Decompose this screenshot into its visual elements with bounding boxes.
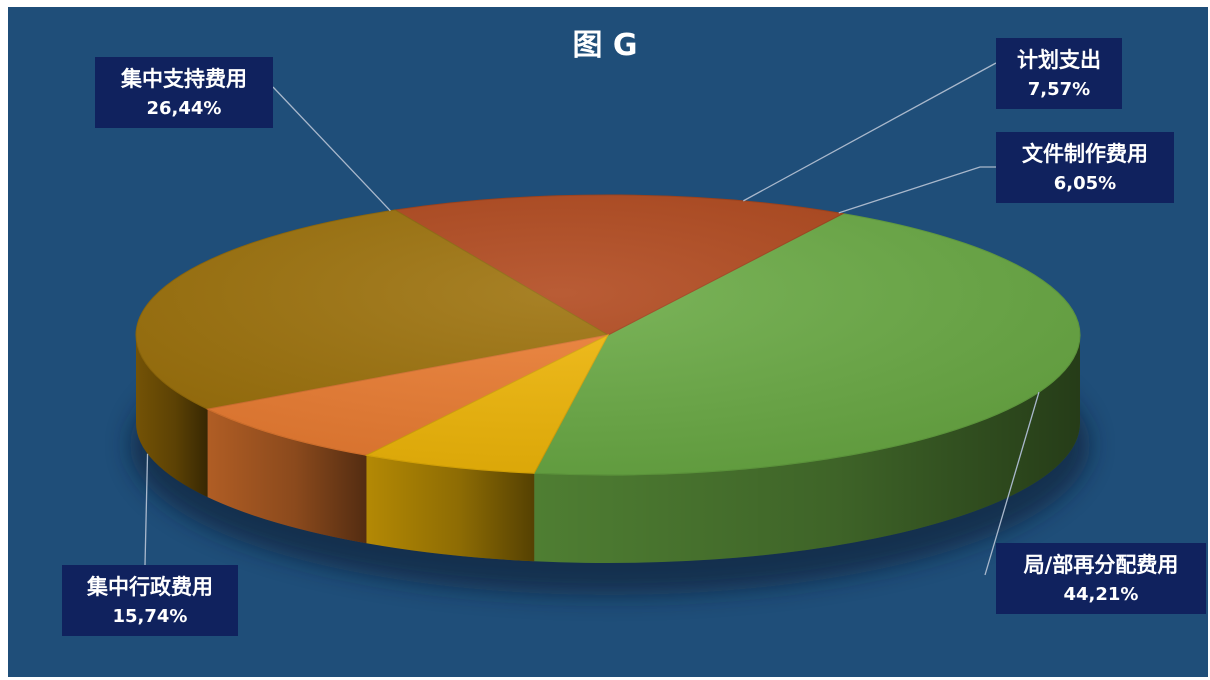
leader-line-central-support	[272, 86, 391, 212]
data-label-document: 文件制作费用 6,05%	[996, 132, 1174, 203]
slice-value: 44,21%	[1063, 584, 1139, 606]
slice-value: 7,57%	[1027, 79, 1091, 101]
slice-label: 集中行政费用	[87, 575, 213, 599]
leader-line-redistribution	[984, 391, 1040, 576]
leader-line-central-admin	[144, 453, 149, 566]
pie-top-shine	[136, 195, 1080, 475]
slice-value: 15,74%	[112, 606, 188, 628]
leader-lines	[144, 62, 1040, 576]
data-label-central-support: 集中支持费用 26,44%	[95, 57, 273, 128]
leader-line-document	[838, 166, 996, 214]
leader-line-program	[743, 62, 997, 202]
data-label-program: 计划支出 7,57%	[996, 38, 1122, 109]
slice-label: 集中支持费用	[121, 67, 247, 91]
slice-label: 文件制作费用	[1022, 142, 1148, 166]
pie-side-shade-document	[366, 455, 535, 562]
pie-side-shade-program	[207, 409, 367, 544]
pie-side-shade-redistribution	[534, 335, 1080, 564]
pie-side-layer	[136, 335, 1080, 564]
slice-value: 6,05%	[1053, 173, 1117, 195]
slice-value: 26,44%	[146, 98, 222, 120]
slice-label: 局/部再分配费用	[1023, 553, 1179, 577]
chart-title: 图 G	[572, 28, 638, 63]
pie-side-shade-central-support	[136, 335, 208, 498]
slice-label: 计划支出	[1017, 48, 1101, 72]
data-label-central-admin: 集中行政费用 15,74%	[62, 565, 238, 636]
pie-top-layer	[135, 194, 1081, 476]
data-label-redistribution: 局/部再分配费用 44,21%	[996, 543, 1206, 614]
